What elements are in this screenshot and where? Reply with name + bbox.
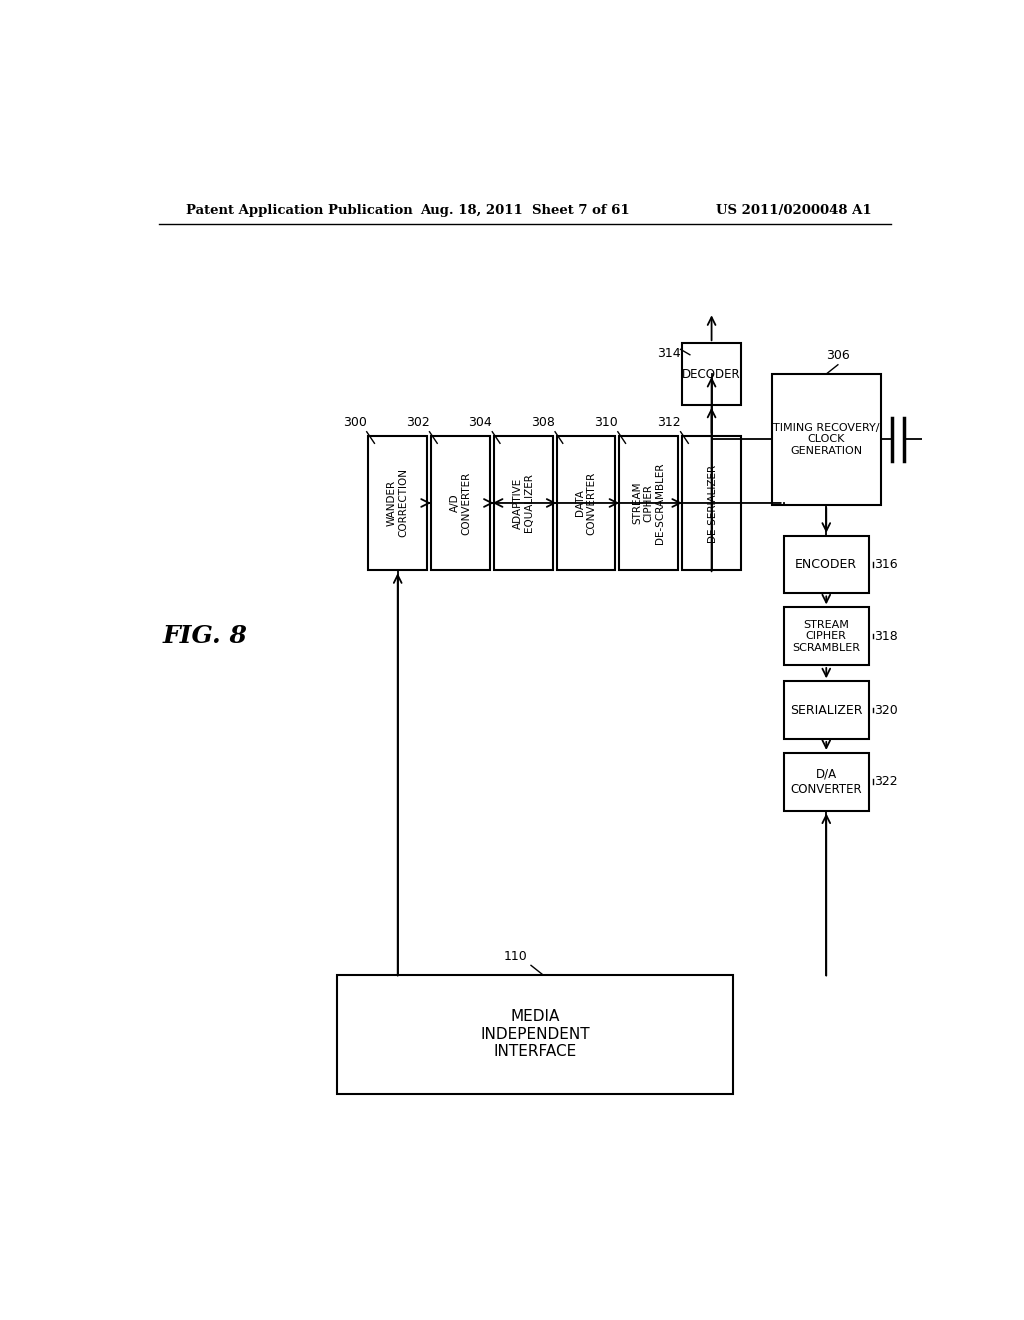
- Text: Aug. 18, 2011  Sheet 7 of 61: Aug. 18, 2011 Sheet 7 of 61: [420, 205, 630, 218]
- Text: 314: 314: [657, 347, 681, 360]
- Bar: [783, 607, 869, 665]
- Text: 110: 110: [504, 950, 527, 964]
- Text: 308: 308: [531, 416, 555, 429]
- Text: 306: 306: [826, 350, 850, 363]
- Bar: [682, 436, 741, 570]
- Text: 304: 304: [469, 416, 493, 429]
- Text: DATA
CONVERTER: DATA CONVERTER: [575, 471, 597, 535]
- Text: Patent Application Publication: Patent Application Publication: [186, 205, 413, 218]
- Text: 312: 312: [657, 416, 681, 429]
- Text: D/A
CONVERTER: D/A CONVERTER: [791, 768, 862, 796]
- Bar: [783, 752, 869, 810]
- Bar: [682, 343, 741, 405]
- Bar: [557, 436, 615, 570]
- Text: 302: 302: [406, 416, 429, 429]
- Text: 320: 320: [874, 704, 898, 717]
- Bar: [369, 436, 427, 570]
- Text: DE-SERIALIZER: DE-SERIALIZER: [707, 463, 717, 543]
- Text: TIMING RECOVERY/
CLOCK
GENERATION: TIMING RECOVERY/ CLOCK GENERATION: [773, 422, 880, 455]
- Text: MEDIA
INDEPENDENT
INTERFACE: MEDIA INDEPENDENT INTERFACE: [480, 1010, 590, 1059]
- Text: FIG. 8: FIG. 8: [163, 624, 248, 648]
- Text: SERIALIZER: SERIALIZER: [791, 704, 862, 717]
- Bar: [431, 436, 489, 570]
- Text: ENCODER: ENCODER: [796, 558, 857, 572]
- Text: 318: 318: [874, 630, 898, 643]
- Text: STREAM
CIPHER
DE-SCRAMBLER: STREAM CIPHER DE-SCRAMBLER: [632, 462, 666, 544]
- Text: STREAM
CIPHER
SCRAMBLER: STREAM CIPHER SCRAMBLER: [793, 619, 860, 653]
- Bar: [783, 536, 869, 594]
- Text: A/D
CONVERTER: A/D CONVERTER: [450, 471, 471, 535]
- Bar: [783, 681, 869, 739]
- Text: ADAPTIVE
EQUALIZER: ADAPTIVE EQUALIZER: [512, 474, 535, 532]
- Bar: [620, 436, 678, 570]
- Text: 310: 310: [594, 416, 617, 429]
- Text: WANDER
CORRECTION: WANDER CORRECTION: [387, 469, 409, 537]
- Bar: [772, 374, 881, 504]
- Text: US 2011/0200048 A1: US 2011/0200048 A1: [717, 205, 872, 218]
- Text: DECODER: DECODER: [682, 367, 741, 380]
- Text: 316: 316: [874, 558, 898, 572]
- Text: 300: 300: [343, 416, 367, 429]
- Bar: [337, 974, 732, 1094]
- Bar: [494, 436, 553, 570]
- Text: 322: 322: [874, 775, 898, 788]
